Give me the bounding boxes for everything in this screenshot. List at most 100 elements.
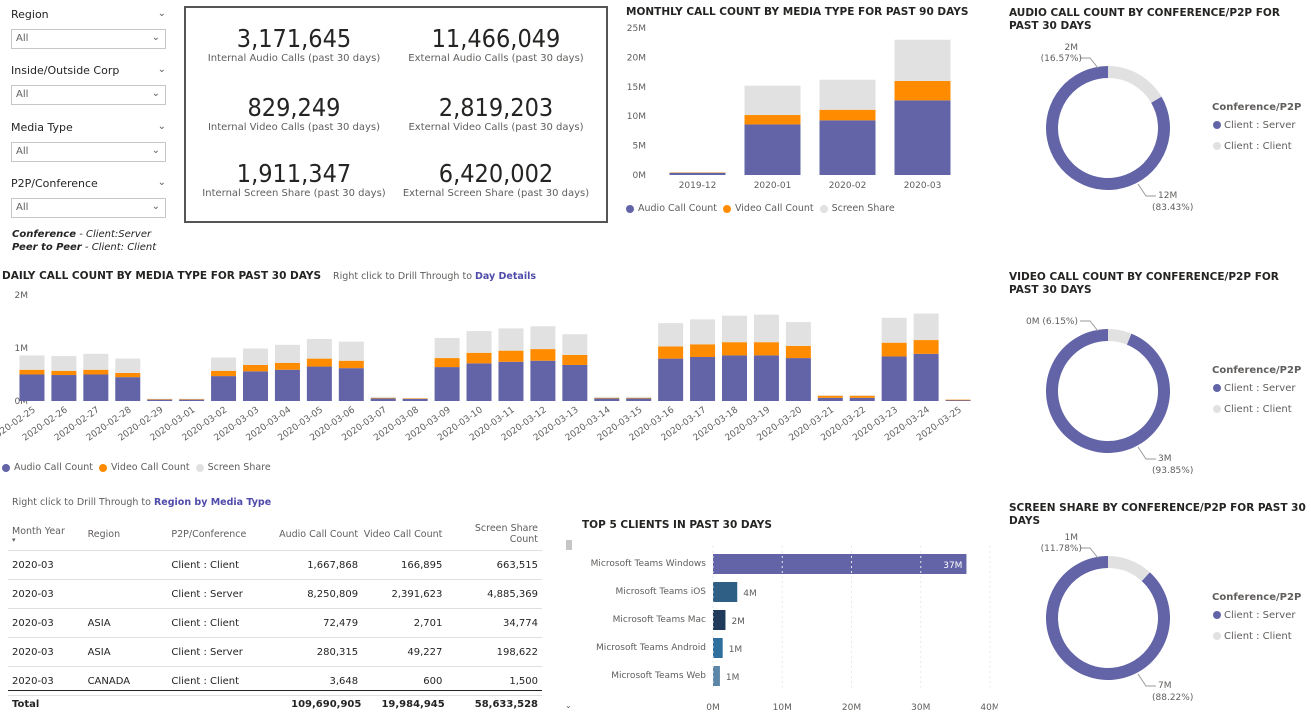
column-header[interactable]: Screen Share Count: [443, 518, 542, 551]
bar-segment[interactable]: [690, 344, 716, 358]
bar-segment[interactable]: [338, 360, 364, 369]
bar-segment[interactable]: [785, 345, 811, 359]
bar-segment[interactable]: [658, 358, 684, 401]
bar-segment[interactable]: [744, 85, 801, 116]
bar-segment[interactable]: [338, 341, 364, 361]
bar-segment[interactable]: [19, 374, 45, 402]
client-bar[interactable]: [713, 582, 738, 602]
bar-segment[interactable]: [690, 357, 716, 401]
bar-segment[interactable]: [370, 398, 396, 401]
bar-segment[interactable]: [306, 338, 332, 359]
bar-segment[interactable]: [179, 399, 205, 401]
bar-segment[interactable]: [753, 342, 779, 356]
bar-segment[interactable]: [690, 319, 716, 345]
bar-segment[interactable]: [83, 369, 109, 375]
bar-segment[interactable]: [945, 399, 971, 401]
bar-segment[interactable]: [243, 371, 268, 401]
bar-segment[interactable]: [498, 328, 524, 351]
chevron-down-icon[interactable]: ⌄: [157, 121, 166, 132]
bar-segment[interactable]: [274, 369, 300, 401]
bar-segment[interactable]: [51, 375, 77, 401]
bar-segment[interactable]: [530, 360, 556, 401]
client-bar[interactable]: [713, 638, 723, 658]
daily-chart[interactable]: 0M1M2M2020-02-252020-02-262020-02-272020…: [0, 285, 985, 455]
chevron-down-icon[interactable]: ⌄: [565, 701, 572, 710]
donut-slice[interactable]: [1108, 66, 1162, 103]
donut-slice[interactable]: [1108, 329, 1132, 345]
legend-item[interactable]: Client : Client: [1224, 141, 1292, 152]
table-row[interactable]: 2020-03 Client : Server 8,250,809 2,391,623…: [8, 579, 542, 609]
media-type-dropdown[interactable]: All ⌄: [11, 142, 166, 162]
bar-segment[interactable]: [894, 80, 951, 101]
chevron-down-icon[interactable]: ⌄: [157, 64, 166, 75]
scrollbar[interactable]: ⌄: [565, 540, 573, 710]
bar-segment[interactable]: [211, 370, 237, 377]
bar-segment[interactable]: [147, 399, 173, 400]
bar-segment[interactable]: [498, 361, 524, 401]
column-header[interactable]: Audio Call Count: [263, 518, 360, 551]
bar-segment[interactable]: [669, 172, 726, 173]
table-row[interactable]: 2020-03 Client : Client 1,667,868 166,895 66…: [8, 550, 542, 580]
bar-segment[interactable]: [466, 352, 492, 364]
client-bar[interactable]: [713, 554, 967, 574]
bar-segment[interactable]: [913, 340, 939, 354]
bar-segment[interactable]: [669, 172, 726, 175]
legend-item-video[interactable]: Video Call Count: [723, 203, 814, 214]
bar-segment[interactable]: [594, 398, 620, 401]
bar-segment[interactable]: [819, 79, 876, 110]
bar-segment[interactable]: [945, 399, 971, 401]
monthly-chart[interactable]: 0M 5M 10M 15M 20M 25M 2019-12 2020-01 2020-02 202…: [620, 20, 960, 200]
scrollbar-thumb[interactable]: [566, 540, 572, 550]
bar-segment[interactable]: [744, 124, 801, 175]
chevron-down-icon[interactable]: ⌄: [157, 177, 166, 188]
bar-segment[interactable]: [147, 398, 173, 400]
drill-target-link[interactable]: Region by Media Type: [153, 497, 272, 508]
bar-segment[interactable]: [338, 368, 364, 401]
bar-segment[interactable]: [881, 317, 907, 343]
bar-segment[interactable]: [817, 397, 843, 401]
bar-segment[interactable]: [562, 364, 588, 401]
bar-segment[interactable]: [466, 363, 492, 401]
bar-segment[interactable]: [722, 355, 747, 401]
donut-slice[interactable]: [1108, 556, 1150, 582]
video-donut-chart[interactable]: 0M (6.15%) 3M (93.85%) Conference/P2P Client…: [1010, 303, 1310, 483]
bar-segment[interactable]: [179, 398, 205, 400]
bar-segment[interactable]: [819, 120, 876, 175]
bar-segment[interactable]: [626, 397, 652, 399]
bar-segment[interactable]: [913, 313, 939, 341]
bar-segment[interactable]: [402, 397, 428, 399]
legend-item-screen[interactable]: Screen Share: [195, 462, 271, 473]
donut-slice[interactable]: [1046, 329, 1170, 453]
bar-segment[interactable]: [19, 369, 45, 375]
table-row[interactable]: 2020-03 ASIA Client : Client 72,479 2,701 34,…: [8, 608, 542, 638]
bar-segment[interactable]: [147, 399, 173, 401]
p2p-conference-dropdown[interactable]: All ⌄: [11, 198, 166, 218]
bar-segment[interactable]: [211, 357, 237, 371]
bar-segment[interactable]: [370, 396, 396, 398]
bar-segment[interactable]: [881, 342, 907, 357]
legend-item[interactable]: Client : Server: [1224, 610, 1296, 621]
inside-outside-dropdown[interactable]: All ⌄: [11, 85, 166, 105]
table-row[interactable]: 2020-03 CANADA Client : Client 3,648 600 1,50…: [8, 666, 542, 696]
screen-donut-chart[interactable]: 1M(11.78%) 7M (88.22%) Conference/P2P Client…: [1010, 530, 1310, 710]
bar-segment[interactable]: [306, 366, 332, 401]
bar-segment[interactable]: [243, 348, 268, 365]
column-header[interactable]: Region: [86, 518, 171, 551]
bar-segment[interactable]: [306, 358, 332, 367]
bar-segment[interactable]: [115, 372, 141, 378]
matrix-table[interactable]: Month Year ▾ Region P2P/Conference Audio …: [8, 518, 542, 696]
bar-segment[interactable]: [530, 326, 556, 350]
bar-segment[interactable]: [434, 358, 460, 368]
bar-segment[interactable]: [849, 395, 875, 396]
bar-segment[interactable]: [434, 337, 460, 359]
chevron-down-icon[interactable]: ⌄: [157, 8, 166, 19]
legend-item[interactable]: Client : Server: [1224, 120, 1296, 131]
bar-segment[interactable]: [658, 323, 684, 347]
legend-item-screen[interactable]: Screen Share: [819, 203, 895, 214]
bar-segment[interactable]: [51, 355, 77, 371]
bar-segment[interactable]: [594, 396, 620, 398]
bar-segment[interactable]: [51, 370, 77, 376]
bar-segment[interactable]: [753, 314, 779, 343]
bar-segment[interactable]: [370, 397, 396, 399]
bar-segment[interactable]: [817, 395, 843, 398]
